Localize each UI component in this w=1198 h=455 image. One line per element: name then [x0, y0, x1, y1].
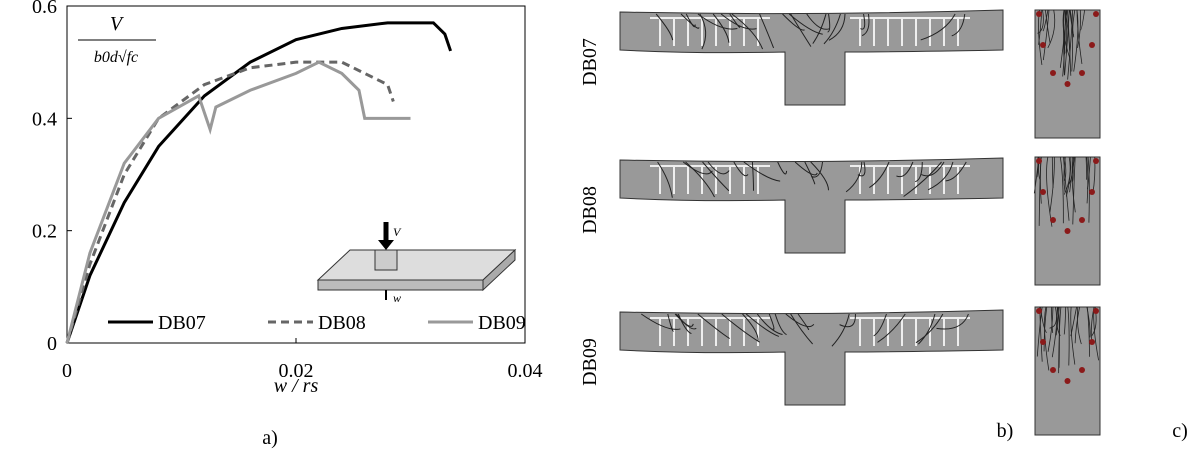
y-tick-label: 0 [47, 333, 57, 355]
data-line [67, 62, 393, 343]
measurement-point [1050, 217, 1056, 223]
slab-quarter [1035, 157, 1100, 285]
panel-c [1034, 10, 1100, 435]
measurement-point [1065, 378, 1071, 384]
measurement-point [1050, 367, 1056, 373]
x-tick-label: 0.04 [508, 360, 543, 382]
panel-label: a) [262, 427, 278, 449]
measurement-point [1036, 308, 1042, 314]
measurement-point [1079, 217, 1085, 223]
y-label-numerator: V [110, 13, 125, 35]
specimen-label: DB09 [579, 338, 601, 386]
measurement-point [1040, 339, 1046, 345]
measurement-point [1089, 42, 1095, 48]
beam [620, 310, 1003, 405]
y-label-denominator: b0d√fc [94, 49, 138, 66]
slab-quarter [1035, 10, 1100, 138]
panel-label: b) [997, 420, 1014, 442]
measurement-point [1079, 367, 1085, 373]
specimen-label: DB08 [579, 186, 601, 234]
legend-label: DB08 [318, 312, 366, 334]
measurement-point [1036, 11, 1042, 17]
measurement-point [1040, 189, 1046, 195]
beam [620, 158, 1003, 253]
measurement-point [1065, 81, 1071, 87]
y-tick-label: 0.2 [32, 221, 57, 243]
panel-b: DB07 DB08 DB09 [579, 10, 1003, 405]
x-tick-label: 0.02 [279, 360, 314, 382]
formula: V b0d√fc [78, 13, 156, 66]
measurement-point [1040, 42, 1046, 48]
beam [620, 10, 1003, 105]
inset-label: V [393, 225, 402, 239]
specimen-label: DB07 [579, 38, 601, 86]
data-line [67, 62, 411, 343]
measurement-point [1036, 158, 1042, 164]
measurement-point [1093, 158, 1099, 164]
measurement-point [1093, 11, 1099, 17]
measurement-point [1050, 70, 1056, 76]
measurement-point [1065, 228, 1071, 234]
y-tick-label: 0.4 [32, 108, 57, 130]
inset-label: w [393, 291, 401, 305]
measurement-point [1093, 308, 1099, 314]
measurement-point [1079, 70, 1085, 76]
legend-label: DB09 [478, 312, 526, 334]
figure: V b0d√fc w / rs a) b) c) V w DB07DB08DB0… [0, 0, 1198, 450]
measurement-point [1089, 189, 1095, 195]
x-tick-label: 0 [62, 360, 72, 382]
measurement-point [1089, 339, 1095, 345]
panel-label: c) [1172, 420, 1188, 442]
legend-label: DB07 [158, 312, 206, 334]
inset-slab: V w [318, 222, 515, 305]
y-tick-label: 0.6 [32, 0, 57, 18]
